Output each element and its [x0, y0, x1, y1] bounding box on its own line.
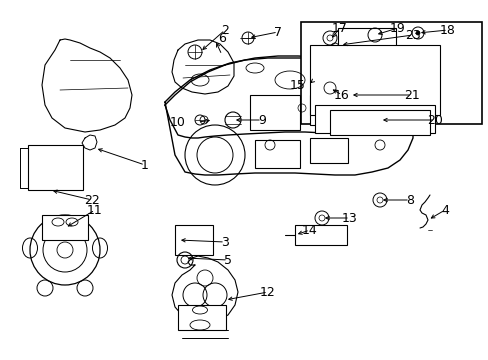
Text: 4: 4 [440, 203, 448, 216]
Text: 9: 9 [258, 113, 265, 126]
Bar [300, 22, 481, 124]
Bar [249, 95, 299, 130]
Text: 14: 14 [302, 224, 317, 237]
Text: 20: 20 [426, 113, 442, 126]
Text: 21: 21 [403, 89, 419, 102]
Circle shape [415, 31, 419, 35]
Text: 23: 23 [404, 28, 420, 41]
Bar [347, 75, 397, 115]
Text: 16: 16 [333, 89, 349, 102]
Text: 5: 5 [224, 253, 231, 266]
Text: 6: 6 [218, 32, 225, 45]
Bar [175, 225, 213, 255]
Bar [294, 225, 346, 245]
Text: 15: 15 [289, 78, 305, 91]
Bar [309, 45, 439, 115]
Text: 7: 7 [273, 26, 282, 39]
Text: 8: 8 [405, 194, 413, 207]
Bar [254, 140, 299, 168]
Text: 18: 18 [439, 23, 455, 36]
Text: 3: 3 [221, 235, 228, 248]
Text: 22: 22 [84, 194, 100, 207]
Bar [178, 305, 225, 330]
Bar [329, 110, 429, 135]
Text: 13: 13 [342, 212, 357, 225]
Text: 10: 10 [170, 116, 185, 129]
Text: 19: 19 [389, 22, 405, 35]
Bar [309, 138, 347, 163]
Text: 1: 1 [141, 158, 149, 171]
Text: 12: 12 [260, 285, 275, 298]
Bar [309, 95, 349, 125]
Text: 11: 11 [87, 203, 102, 216]
Bar [337, 28, 395, 66]
Bar [42, 215, 88, 240]
Text: 2: 2 [221, 23, 228, 36]
Bar [28, 145, 83, 190]
Bar [314, 105, 434, 133]
Text: 17: 17 [331, 22, 347, 35]
